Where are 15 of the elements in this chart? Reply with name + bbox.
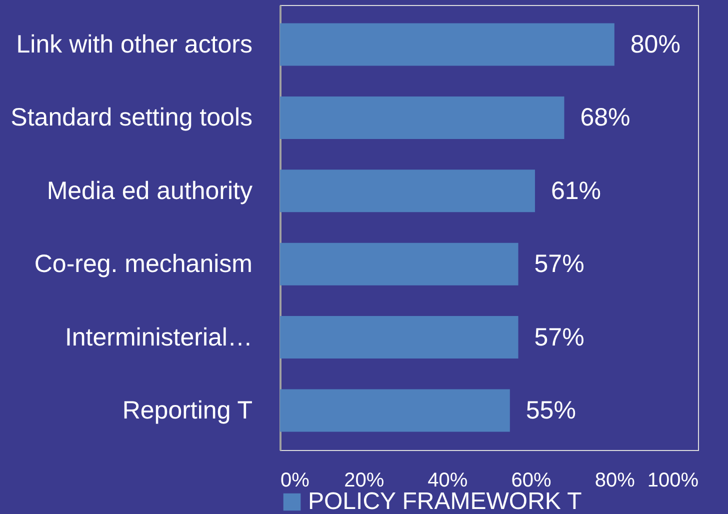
y-tick-label: Standard setting tools [10,104,252,132]
y-tick-label: Reporting T [122,396,252,424]
y-tick-label: Link with other actors [16,30,252,59]
y-tick-label: Interministerial… [64,323,252,352]
x-tick-label: 0% [280,470,310,492]
data-label: 57% [534,323,584,352]
y-tick-label: Co-reg. mechanism [34,250,252,278]
x-tick-label: 80% [594,470,636,492]
data-label: 55% [526,396,576,424]
data-label: 61% [550,176,602,205]
data-label: 68% [580,104,630,132]
y-tick-label: Media ed authority [46,176,253,205]
data-label: 80% [630,30,680,59]
x-tick-label: 100% [647,470,699,492]
data-label: 57% [534,250,584,278]
